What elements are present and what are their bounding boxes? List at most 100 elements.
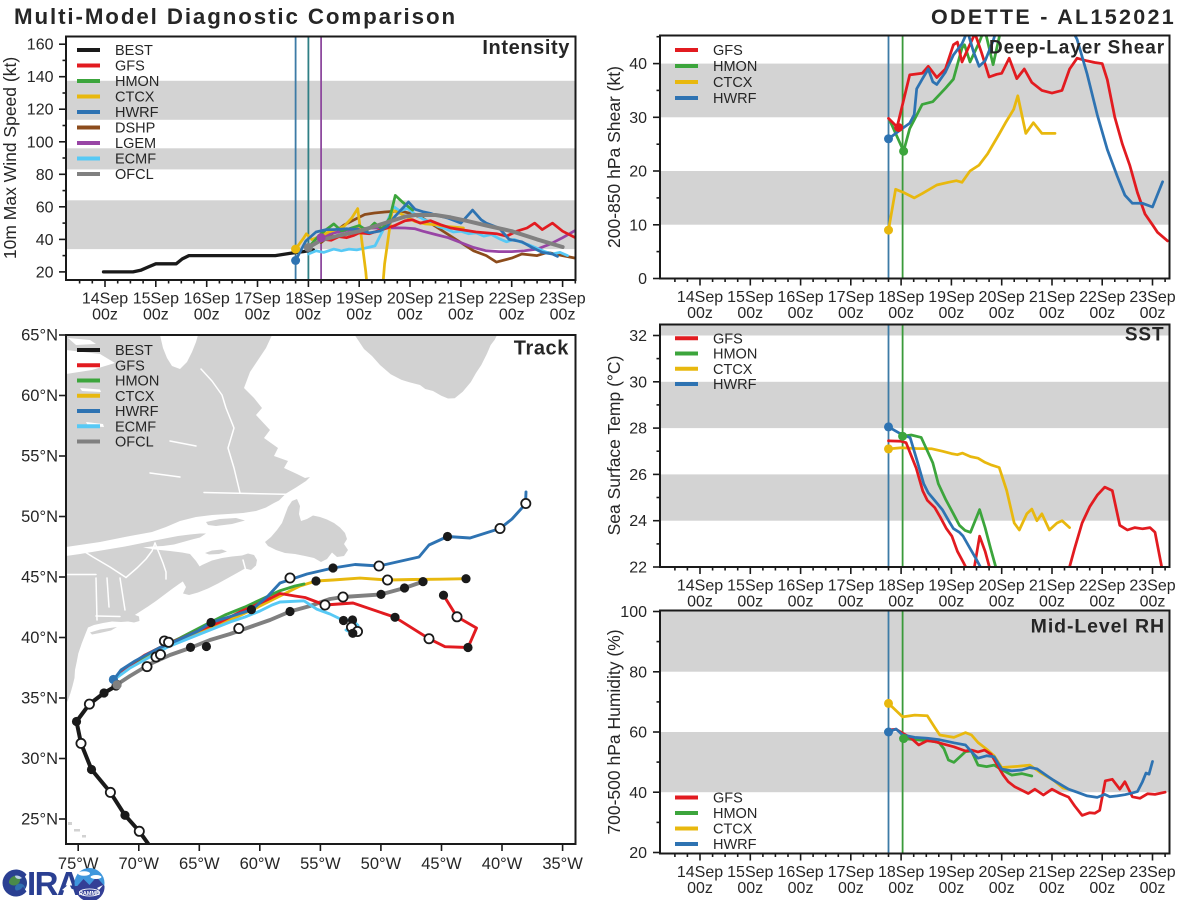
svg-text:00z: 00z [737, 305, 763, 322]
svg-text:60°N: 60°N [21, 387, 58, 405]
svg-text:15Sep: 15Sep [727, 864, 773, 881]
svg-text:20Sep: 20Sep [979, 289, 1025, 306]
svg-text:45°W: 45°W [421, 855, 462, 873]
svg-text:60°W: 60°W [240, 855, 281, 873]
svg-text:LGEM: LGEM [115, 136, 156, 152]
svg-text:65°W: 65°W [179, 855, 220, 873]
svg-text:24: 24 [629, 513, 647, 530]
svg-text:HMON: HMON [713, 59, 757, 75]
svg-text:Deep-Layer Shear: Deep-Layer Shear [989, 38, 1165, 59]
svg-text:00z: 00z [838, 305, 864, 322]
svg-text:00z: 00z [687, 305, 713, 322]
svg-text:19Sep: 19Sep [928, 864, 974, 881]
svg-text:00z: 00z [737, 880, 763, 897]
svg-text:00z: 00z [1140, 594, 1166, 611]
svg-text:00z: 00z [989, 880, 1015, 897]
svg-text:19Sep: 19Sep [336, 291, 382, 308]
svg-text:00z: 00z [1140, 880, 1166, 897]
svg-text:30: 30 [629, 374, 647, 391]
svg-text:00z: 00z [92, 307, 118, 324]
svg-text:HMON: HMON [713, 347, 757, 363]
svg-text:40°N: 40°N [21, 629, 58, 647]
svg-text:23Sep: 23Sep [1129, 864, 1175, 881]
svg-text:00z: 00z [194, 307, 220, 324]
svg-text:00z: 00z [397, 307, 423, 324]
svg-text:HMON: HMON [115, 374, 159, 390]
svg-text:17Sep: 17Sep [828, 289, 874, 306]
svg-text:00z: 00z [687, 594, 713, 611]
svg-text:Sea Surface Temp (°C): Sea Surface Temp (°C) [604, 356, 624, 536]
svg-text:60: 60 [36, 199, 54, 216]
svg-text:GFS: GFS [115, 59, 145, 75]
svg-text:15Sep: 15Sep [727, 578, 773, 595]
svg-text:23Sep: 23Sep [1129, 289, 1175, 306]
svg-text:00z: 00z [888, 305, 914, 322]
svg-text:CTCX: CTCX [713, 822, 753, 838]
svg-text:32: 32 [629, 328, 647, 345]
svg-text:14Sep: 14Sep [677, 864, 723, 881]
svg-text:55°N: 55°N [21, 448, 58, 466]
svg-text:22Sep: 22Sep [1079, 578, 1125, 595]
svg-text:00z: 00z [788, 305, 814, 322]
svg-text:CTCX: CTCX [713, 362, 753, 378]
svg-text:00z: 00z [939, 594, 965, 611]
svg-text:26: 26 [629, 467, 647, 484]
svg-text:CTCX: CTCX [713, 75, 753, 91]
svg-text:40: 40 [629, 56, 647, 73]
svg-text:19Sep: 19Sep [928, 289, 974, 306]
svg-text:SST: SST [1125, 325, 1165, 346]
svg-text:14Sep: 14Sep [82, 291, 128, 308]
svg-text:80: 80 [36, 167, 54, 184]
svg-text:Multi-Model Diagnostic Compari: Multi-Model Diagnostic Comparison [14, 4, 457, 29]
svg-text:18Sep: 18Sep [878, 289, 924, 306]
svg-text:CTCX: CTCX [115, 389, 155, 405]
svg-text:HWRF: HWRF [713, 837, 757, 853]
svg-text:OFCL: OFCL [115, 435, 154, 451]
svg-text:HWRF: HWRF [713, 91, 757, 107]
svg-text:25°N: 25°N [21, 811, 58, 829]
svg-text:ECMF: ECMF [115, 152, 156, 168]
svg-text:00z: 00z [550, 307, 576, 324]
svg-text:16Sep: 16Sep [777, 864, 823, 881]
svg-text:50°N: 50°N [21, 508, 58, 526]
svg-text:20Sep: 20Sep [979, 578, 1025, 595]
svg-text:40°W: 40°W [482, 855, 523, 873]
svg-text:50°W: 50°W [361, 855, 402, 873]
svg-text:18Sep: 18Sep [285, 291, 331, 308]
svg-text:0: 0 [638, 271, 647, 288]
svg-text:00z: 00z [687, 880, 713, 897]
svg-text:10m Max Wind Speed (kt): 10m Max Wind Speed (kt) [0, 57, 20, 259]
svg-text:HWRF: HWRF [115, 404, 159, 420]
svg-text:14Sep: 14Sep [677, 578, 723, 595]
svg-text:ECMF: ECMF [115, 419, 156, 435]
svg-text:140: 140 [27, 69, 54, 86]
svg-text:00z: 00z [888, 880, 914, 897]
svg-text:00z: 00z [1089, 880, 1115, 897]
svg-text:00z: 00z [838, 594, 864, 611]
svg-text:00z: 00z [448, 307, 474, 324]
svg-text:15Sep: 15Sep [727, 289, 773, 306]
svg-text:00z: 00z [989, 305, 1015, 322]
svg-text:30: 30 [629, 110, 647, 127]
svg-text:16Sep: 16Sep [777, 578, 823, 595]
svg-text:21Sep: 21Sep [1029, 864, 1075, 881]
svg-text:10: 10 [629, 217, 647, 234]
svg-text:20Sep: 20Sep [979, 864, 1025, 881]
svg-text:65°N: 65°N [21, 327, 58, 345]
svg-text:00z: 00z [939, 880, 965, 897]
svg-text:55°W: 55°W [300, 855, 341, 873]
svg-text:20: 20 [36, 264, 54, 281]
svg-text:18Sep: 18Sep [878, 578, 924, 595]
svg-text:18Sep: 18Sep [878, 864, 924, 881]
svg-text:HMON: HMON [115, 74, 159, 90]
svg-text:22Sep: 22Sep [1079, 289, 1125, 306]
svg-text:00z: 00z [788, 880, 814, 897]
svg-text:22: 22 [629, 560, 647, 577]
svg-text:GFS: GFS [713, 791, 743, 807]
svg-text:20: 20 [629, 164, 647, 181]
svg-text:DSHP: DSHP [115, 121, 155, 137]
svg-text:35°W: 35°W [542, 855, 583, 873]
svg-text:160: 160 [27, 37, 54, 54]
svg-text:00z: 00z [788, 594, 814, 611]
svg-text:22Sep: 22Sep [1079, 864, 1125, 881]
